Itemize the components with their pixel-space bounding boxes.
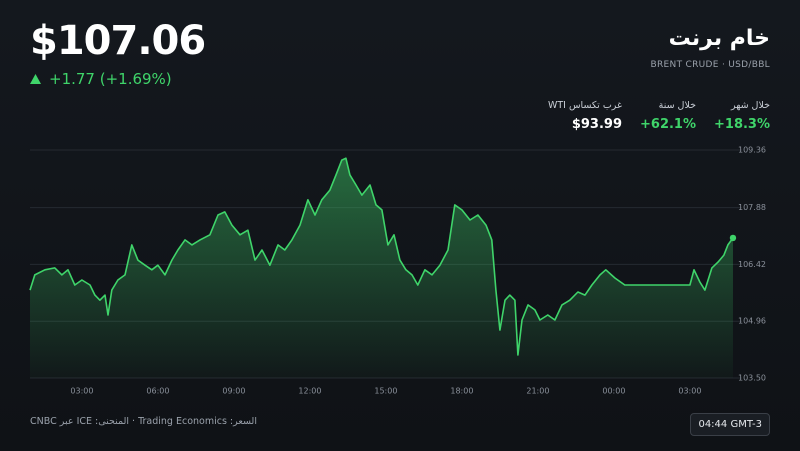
- last-point: [729, 234, 737, 242]
- y-tick-label: 109.36: [738, 146, 766, 155]
- stat-value: +18.3%: [714, 117, 770, 132]
- area: [30, 158, 733, 378]
- x-tick-label: 06:00: [146, 387, 169, 396]
- stat-label: غرب تكساس WTI: [547, 100, 622, 111]
- change-row: +1.77 (+1.69%): [30, 70, 172, 88]
- price-line: [29, 157, 734, 356]
- price: $107.06: [30, 18, 206, 64]
- stat-value: $93.99: [571, 117, 622, 132]
- x-tick-label: 15:00: [374, 387, 397, 396]
- subtitle: BRENT CRUDE · USD/BBL: [650, 60, 770, 70]
- x-tick-label: 03:00: [678, 387, 701, 396]
- x-tick-label: 21:00: [526, 387, 549, 396]
- title: خام برنت: [668, 26, 770, 51]
- x-tick-label: 18:00: [450, 387, 473, 396]
- y-tick-label: 107.88: [738, 203, 766, 212]
- stat-value: +62.1%: [640, 117, 696, 132]
- x-tick-label: 00:00: [602, 387, 625, 396]
- source: السعر: Trading Economics · المنحنى: ICE …: [30, 416, 257, 427]
- up-arrow: [30, 74, 41, 84]
- change: +1.77 (+1.69%): [49, 70, 172, 88]
- y-tick-label: 103.50: [738, 374, 766, 383]
- stat-label: خلال سنة: [658, 100, 696, 111]
- y-tick-label: 104.96: [738, 317, 766, 326]
- stat-label: خلال شهر: [730, 100, 770, 111]
- stat: غرب تكساس WTI $93.99: [548, 100, 622, 132]
- stat: خلال شهر +18.3%: [714, 100, 770, 132]
- x-tick-label: 09:00: [222, 387, 245, 396]
- time-badge: 04:44 GMT-3: [690, 413, 770, 436]
- stat: خلال سنة +62.1%: [640, 100, 696, 132]
- stats: خلال شهر +18.3% خلال سنة +62.1% غرب تكساس …: [548, 100, 770, 132]
- y-tick-label: 106.42: [738, 260, 766, 269]
- x-tick-label: 03:00: [70, 387, 93, 396]
- x-tick-label: 12:00: [298, 387, 321, 396]
